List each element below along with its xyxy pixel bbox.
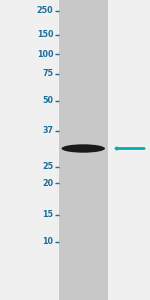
Text: 15: 15	[42, 210, 53, 219]
Text: 250: 250	[37, 6, 53, 15]
Text: 20: 20	[42, 178, 53, 188]
Text: 100: 100	[37, 50, 53, 58]
Ellipse shape	[61, 144, 105, 153]
Text: 37: 37	[42, 126, 53, 135]
Text: 25: 25	[42, 162, 53, 171]
Text: 75: 75	[42, 69, 53, 78]
Text: 50: 50	[42, 96, 53, 105]
Text: 150: 150	[37, 30, 53, 39]
Bar	[59, 0, 108, 300]
Text: 10: 10	[42, 237, 53, 246]
